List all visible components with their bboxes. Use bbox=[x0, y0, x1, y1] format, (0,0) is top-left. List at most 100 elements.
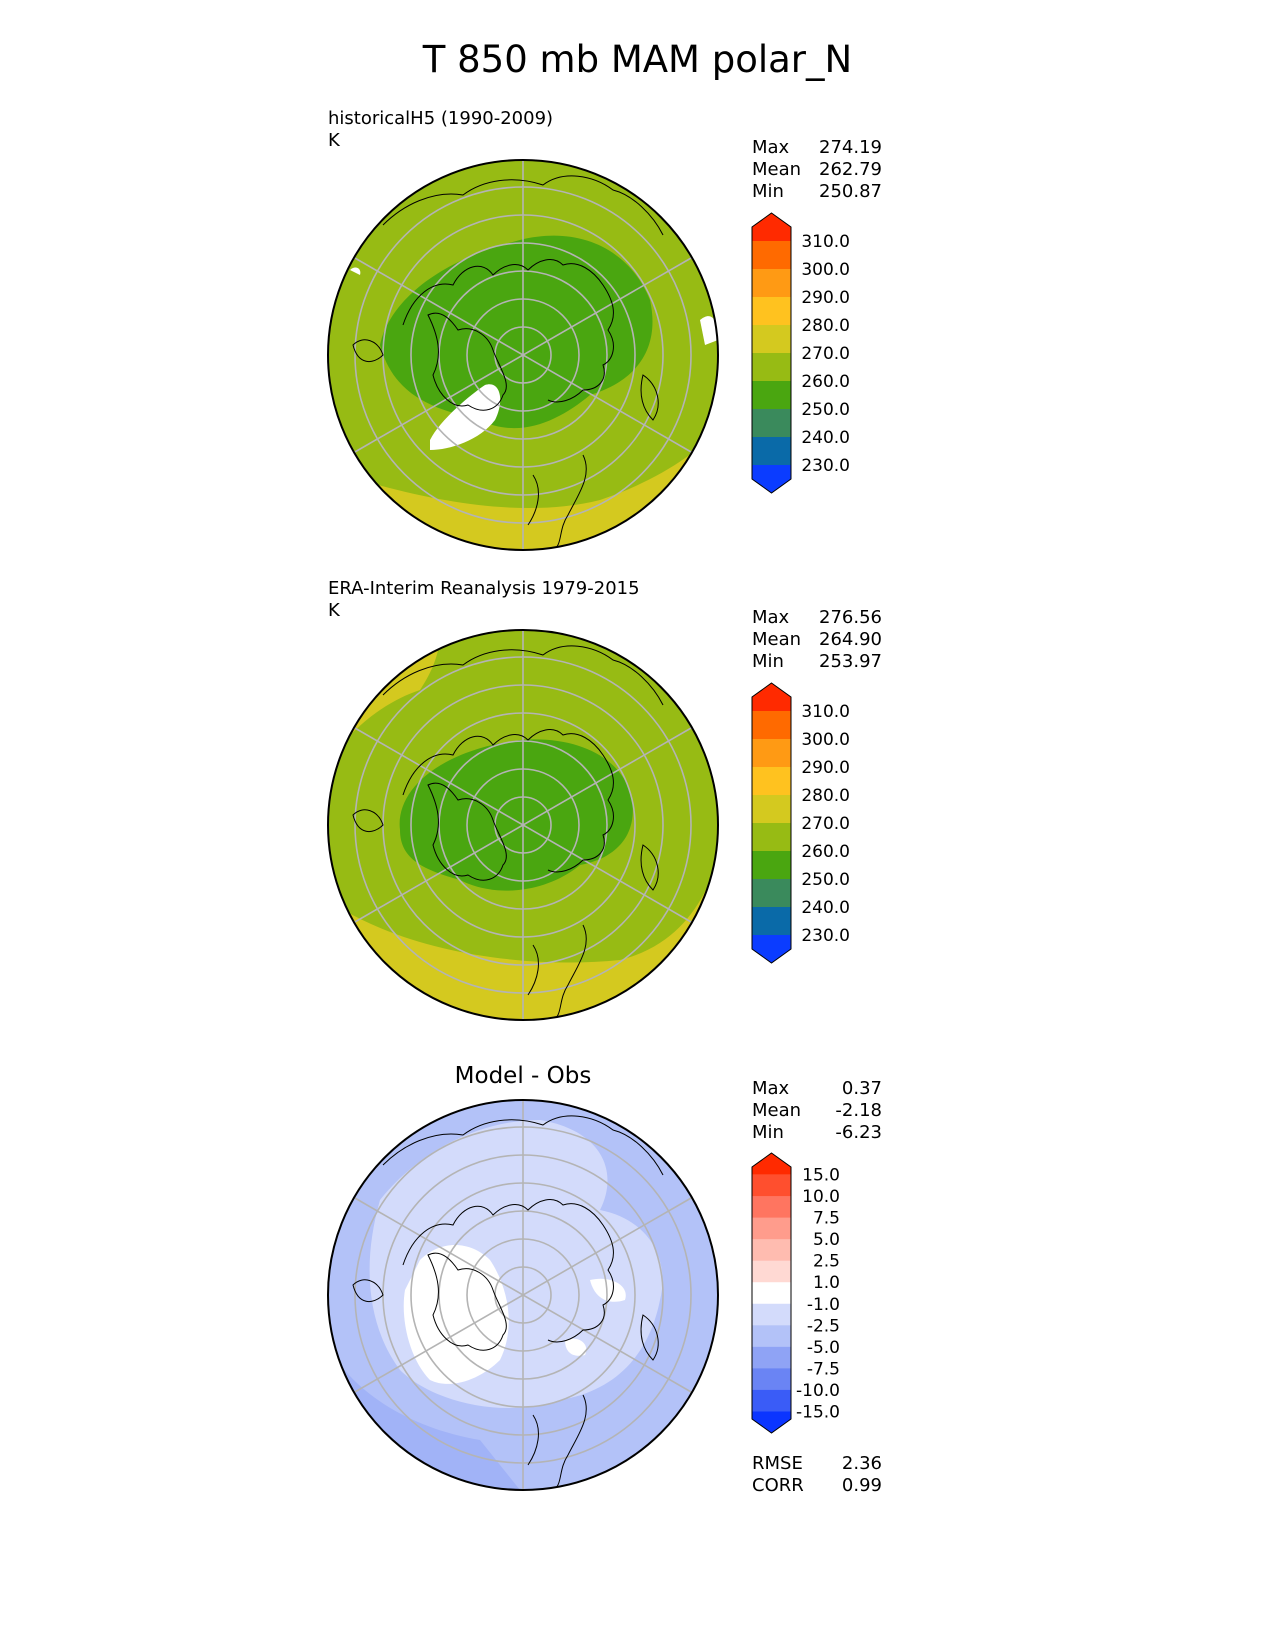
stat-name: Max bbox=[752, 607, 790, 628]
colorbar-tick-label: 280.0 bbox=[801, 786, 850, 806]
panel3-metrics: RMSE 2.36 CORR 0.99 bbox=[752, 1453, 882, 1497]
colorbar-segment bbox=[752, 297, 791, 326]
colorbar-tick-label: 240.0 bbox=[801, 428, 850, 448]
colorbar-segment bbox=[752, 1282, 791, 1305]
colorbar-segment bbox=[752, 1239, 791, 1262]
colorbar-tick-label: -1.0 bbox=[807, 1295, 840, 1315]
colorbar-tick-label: -5.0 bbox=[807, 1338, 840, 1358]
panel1-label: historicalH5 (1990-2009) K bbox=[328, 108, 553, 152]
colorbar-segment bbox=[752, 269, 791, 298]
colorbar-tick-label: 300.0 bbox=[801, 730, 850, 750]
panel2-title: ERA-Interim Reanalysis 1979-2015 bbox=[328, 578, 640, 599]
colorbar-tick-label: 280.0 bbox=[801, 316, 850, 336]
colorbar-outline bbox=[751, 1152, 792, 1434]
colorbar-obs: 310.0 300.0 290.0 280.0 270.0 260.0 250.0 240.0… bbox=[751, 682, 850, 964]
colorbar-segment bbox=[752, 213, 791, 241]
colorbar-model: 310.0 300.0 290.0 280.0 270.0 260.0 250.0 240.0… bbox=[751, 212, 850, 494]
colorbar-segment bbox=[752, 1303, 791, 1326]
colorbar-tick-label: 230.0 bbox=[801, 926, 850, 946]
colorbar-segment bbox=[752, 711, 791, 740]
colorbar-segment bbox=[752, 353, 791, 382]
colorbar-segment bbox=[752, 907, 791, 936]
map-obs bbox=[327, 629, 719, 1021]
colorbar-tick-label: 15.0 bbox=[802, 1166, 840, 1186]
colorbar-diff: 15.010.07.55.02.51.0-1.0-2.5-5.0-7.5-10.… bbox=[751, 1152, 840, 1434]
colorbar-tick-label: -15.0 bbox=[796, 1402, 840, 1422]
panel1-title: historicalH5 (1990-2009) bbox=[328, 108, 554, 129]
colorbar-segment bbox=[752, 1411, 791, 1433]
colorbar-segment bbox=[752, 465, 791, 493]
stat-name: Mean bbox=[752, 1100, 802, 1121]
colorbar-segment bbox=[752, 241, 791, 270]
stat-value: 0.37 bbox=[841, 1078, 882, 1099]
colorbar-tick-label: 310.0 bbox=[801, 232, 850, 252]
colorbar-tick-label: 230.0 bbox=[801, 456, 850, 476]
colorbar-segment bbox=[752, 823, 791, 852]
colorbar-segment bbox=[752, 381, 791, 410]
colorbar-tick-label: 250.0 bbox=[801, 870, 850, 890]
colorbar-segment bbox=[752, 1196, 791, 1219]
colorbar-tick-label: 270.0 bbox=[801, 344, 850, 364]
stat-value: -6.23 bbox=[835, 1122, 882, 1143]
colorbar-outline bbox=[751, 682, 792, 964]
stat-name: Min bbox=[752, 1122, 784, 1143]
colorbar-tick-label: 310.0 bbox=[801, 702, 850, 722]
colorbar-tick-label: 290.0 bbox=[801, 288, 850, 308]
colorbar-segment bbox=[752, 1217, 791, 1240]
panel2-units: K bbox=[328, 600, 340, 621]
colorbar-tick-label: 260.0 bbox=[801, 372, 850, 392]
colorbar-tick-label: 5.0 bbox=[813, 1230, 840, 1250]
colorbar-tick-label: 7.5 bbox=[813, 1209, 840, 1229]
metric-value: 0.99 bbox=[841, 1475, 882, 1496]
colorbar-segment bbox=[752, 437, 791, 466]
colorbar-segment bbox=[752, 1174, 791, 1197]
colorbar-tick-label: -7.5 bbox=[807, 1359, 840, 1379]
stat-value: 262.79 bbox=[819, 159, 882, 180]
colorbar-segment bbox=[752, 1153, 791, 1175]
stat-name: Mean bbox=[752, 159, 802, 180]
panel3-title: Model - Obs bbox=[454, 1063, 592, 1089]
stat-name: Min bbox=[752, 181, 784, 202]
colorbar-segment bbox=[752, 879, 791, 908]
colorbar-tick-label: 260.0 bbox=[801, 842, 850, 862]
colorbar-segment bbox=[752, 739, 791, 768]
panel1-stats: Max 274.19 Mean 262.79 Min 250.87 bbox=[752, 137, 882, 203]
map-diff bbox=[327, 1099, 719, 1491]
colorbar-tick-label: 10.0 bbox=[802, 1187, 840, 1207]
stat-name: Mean bbox=[752, 629, 802, 650]
stat-value: 250.87 bbox=[819, 181, 882, 202]
metric-name: RMSE bbox=[752, 1453, 803, 1474]
metric-value: 2.36 bbox=[841, 1453, 882, 1474]
metric-name: CORR bbox=[752, 1475, 804, 1496]
colorbar-segment bbox=[752, 1368, 791, 1391]
panel3-stats: Max 0.37 Mean -2.18 Min -6.23 bbox=[752, 1078, 882, 1144]
colorbar-segment bbox=[752, 795, 791, 824]
stat-value: 274.19 bbox=[819, 137, 882, 158]
panel2-label: ERA-Interim Reanalysis 1979-2015 K bbox=[328, 578, 640, 622]
colorbar-tick-label: 240.0 bbox=[801, 898, 850, 918]
colorbar-segment bbox=[752, 409, 791, 438]
stat-value: -2.18 bbox=[835, 1100, 882, 1121]
stat-name: Min bbox=[752, 651, 784, 672]
colorbar-tick-label: 2.5 bbox=[813, 1252, 840, 1272]
colorbar-tick-label: -2.5 bbox=[807, 1316, 840, 1336]
panel1-units: K bbox=[328, 130, 340, 151]
colorbar-segment bbox=[752, 683, 791, 711]
colorbar-tick-label: -10.0 bbox=[796, 1381, 840, 1401]
map-model bbox=[327, 159, 719, 551]
colorbar-tick-label: 290.0 bbox=[801, 758, 850, 778]
stat-value: 276.56 bbox=[819, 607, 882, 628]
colorbar-outline bbox=[751, 212, 792, 494]
stat-name: Max bbox=[752, 1078, 790, 1099]
colorbar-segment bbox=[752, 1260, 791, 1283]
colorbar-segment bbox=[752, 767, 791, 796]
colorbar-segment bbox=[752, 1325, 791, 1348]
colorbar-segment bbox=[752, 325, 791, 354]
colorbar-segment bbox=[752, 1389, 791, 1412]
stat-name: Max bbox=[752, 137, 790, 158]
colorbar-tick-label: 300.0 bbox=[801, 260, 850, 280]
colorbar-tick-label: 270.0 bbox=[801, 814, 850, 834]
colorbar-segment bbox=[752, 851, 791, 880]
figure-title: T 850 mb MAM polar_N bbox=[422, 38, 853, 81]
